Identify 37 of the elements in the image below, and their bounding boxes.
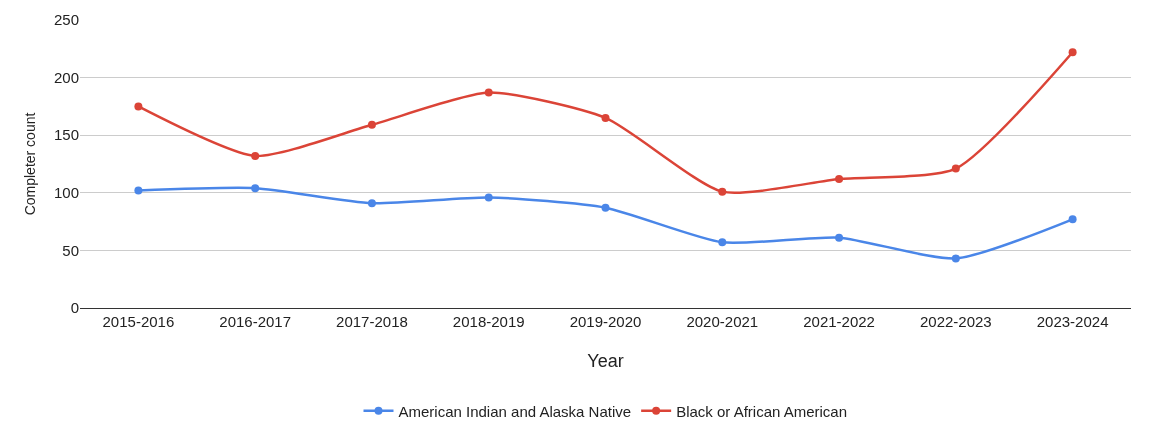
point xyxy=(718,238,727,247)
legend-label: American Indian and Alaska Native xyxy=(398,402,632,420)
point xyxy=(835,174,844,183)
point xyxy=(484,88,493,97)
x-tick-label: 2022-2023 xyxy=(919,313,992,330)
x-axis-title: Year xyxy=(587,351,624,372)
y-tick-label: 150 xyxy=(53,126,79,144)
point xyxy=(134,186,143,195)
x-tick-label: 2018-2019 xyxy=(452,313,525,330)
x-tick-label: 2016-2017 xyxy=(219,313,292,330)
point xyxy=(1068,215,1077,224)
point xyxy=(367,199,376,208)
point xyxy=(601,113,610,122)
point xyxy=(251,184,260,193)
x-tick-label: 2021-2022 xyxy=(803,313,875,330)
y-tick-label: 50 xyxy=(62,241,79,259)
y-tick-label: 0 xyxy=(70,299,79,317)
x-tick-label: 2019-2020 xyxy=(569,313,642,330)
y-tick-label: 200 xyxy=(53,68,79,86)
point xyxy=(718,187,727,196)
y-tick-label: 250 xyxy=(53,11,79,29)
point xyxy=(951,164,960,173)
point xyxy=(484,193,493,202)
point xyxy=(835,233,844,242)
x-tick-label: 2017-2018 xyxy=(336,313,408,330)
point xyxy=(951,254,960,263)
x-tick-label: 2020-2021 xyxy=(686,313,759,330)
point xyxy=(1068,48,1077,57)
x-tick-label: 2023-2024 xyxy=(1036,313,1109,330)
point xyxy=(134,102,143,111)
y-axis-title: Completer count xyxy=(21,112,38,216)
legend-label: Black or African American xyxy=(676,402,848,420)
y-tick-label: 100 xyxy=(53,184,79,202)
point xyxy=(601,203,610,212)
x-tick-label: 2015-2016 xyxy=(102,313,175,330)
point xyxy=(251,151,260,160)
point xyxy=(367,120,376,129)
